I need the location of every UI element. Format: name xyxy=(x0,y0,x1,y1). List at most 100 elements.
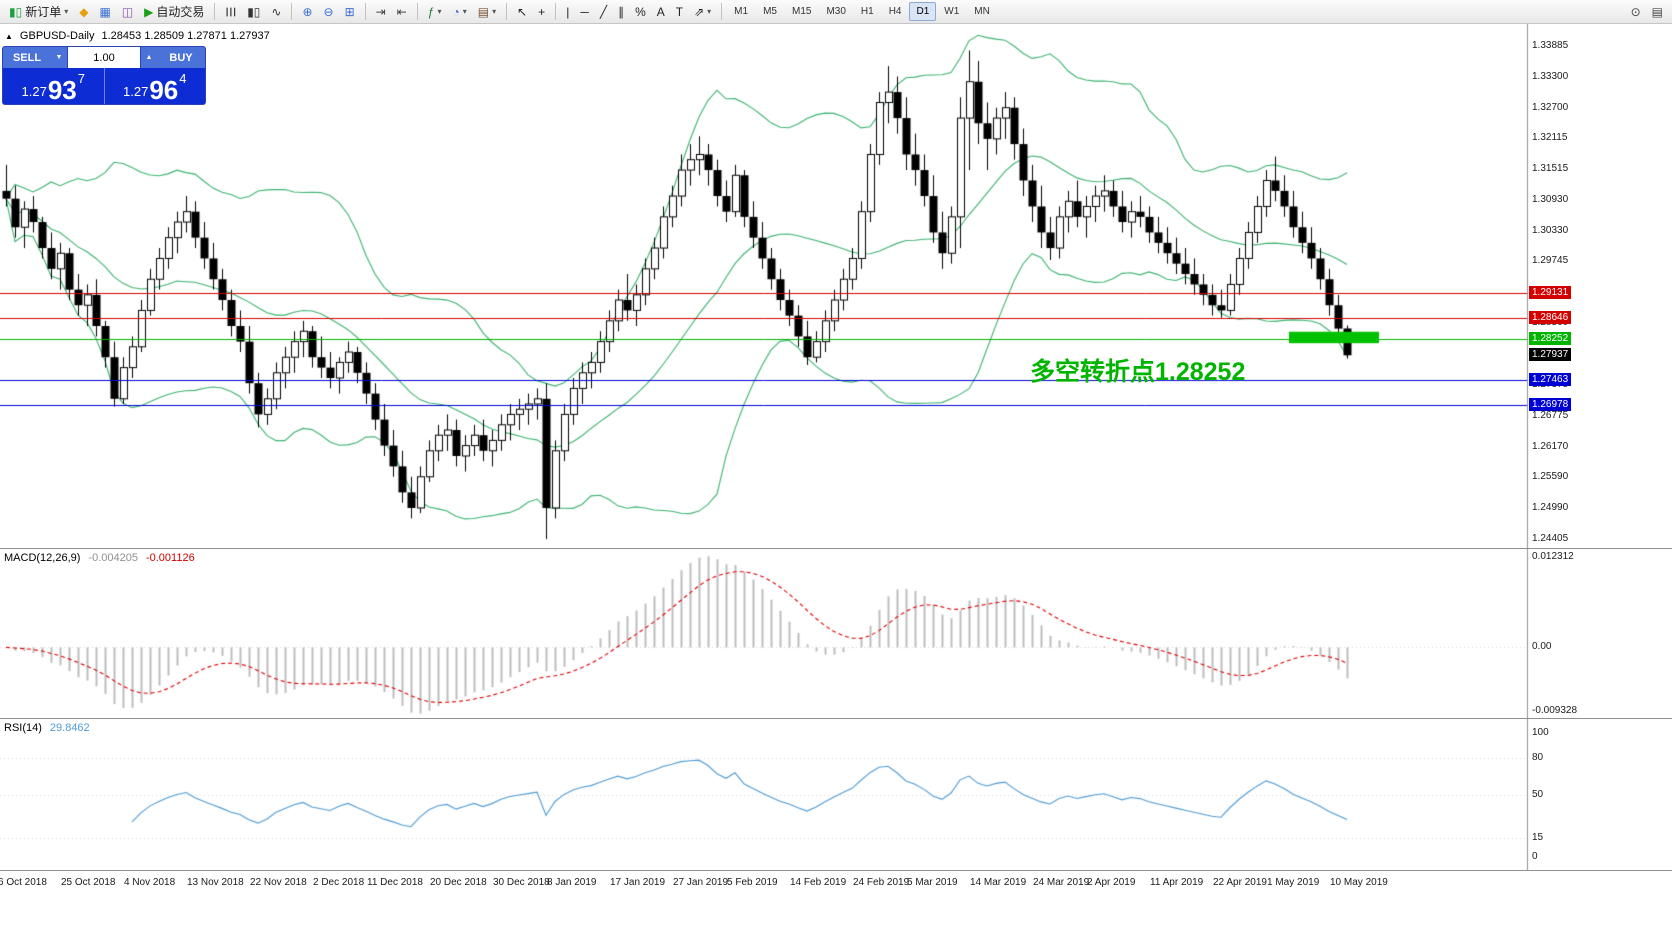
equidistant-channel-button[interactable]: ∥ xyxy=(613,2,629,22)
search-button[interactable]: ⊙ xyxy=(1626,2,1646,22)
date-axis-label: 11 Dec 2018 xyxy=(367,877,423,888)
timeframe-D1[interactable]: D1 xyxy=(909,2,937,21)
timeframe-H4[interactable]: H4 xyxy=(888,6,902,17)
caret-down-icon: ▾ xyxy=(707,7,712,16)
vertical-line-icon: | xyxy=(566,4,570,19)
date-axis-label: 2 Apr 2019 xyxy=(1087,877,1136,888)
arrows-button[interactable]: ⇗ ▾ xyxy=(689,2,716,22)
candlestick-chart-icon: ▮▯ xyxy=(247,4,261,19)
date-axis-label: 4 Nov 2018 xyxy=(124,877,176,888)
lot-increase-button[interactable]: ▲ xyxy=(141,47,157,68)
date-axis-label: 6 Oct 2018 xyxy=(0,877,47,888)
toolbar-separator xyxy=(214,3,216,20)
periods-button[interactable]: ◔ ▾ xyxy=(447,2,471,22)
toolbar-separator xyxy=(721,3,723,20)
market-watch-button[interactable]: ▦ xyxy=(94,2,115,22)
vertical-line-button[interactable]: | xyxy=(561,2,574,22)
lot-decrease-button[interactable]: ▼ xyxy=(51,47,67,68)
auto-scroll-icon: ⇥ xyxy=(375,4,386,19)
auto-scroll-button[interactable]: ⇥ xyxy=(371,2,391,22)
date-axis-label: 8 Jan 2019 xyxy=(547,877,597,888)
zoom-out-button[interactable]: ⊖ xyxy=(319,2,339,22)
date-axis-label: 17 Jan 2019 xyxy=(610,877,666,888)
text-label-button[interactable]: T xyxy=(671,2,688,22)
rsi-value: 29.8462 xyxy=(49,722,90,734)
bar-chart-icon: ☰ xyxy=(223,6,238,17)
timeframe-MN[interactable]: MN xyxy=(974,6,990,17)
date-axis-label: 1 May 2019 xyxy=(1267,877,1320,888)
date-axis-label: 22 Apr 2019 xyxy=(1213,877,1267,888)
metaeditor-button[interactable]: ◆ xyxy=(74,2,93,22)
text-icon: A xyxy=(656,4,665,19)
toolbar-separator xyxy=(506,3,508,20)
main-chart-panel: 1.33885 1.33300 1.32700 1.32115 1.31515 1.309… xyxy=(0,24,1672,548)
lot-size-input[interactable] xyxy=(67,47,141,68)
zoom-in-button[interactable]: ⊕ xyxy=(297,2,317,22)
sell-price[interactable]: 1.27 93 7 xyxy=(3,68,105,104)
tile-windows-button[interactable]: ⊞ xyxy=(340,2,360,22)
line-chart-button[interactable]: ∿ xyxy=(266,2,286,22)
macd-value-main: -0.004205 xyxy=(88,552,138,564)
indicators-button[interactable]: ƒ ▾ xyxy=(423,2,447,22)
pivot-annotation-text[interactable]: 多空转折点1.28252 xyxy=(1030,358,1246,386)
popup-prices-button[interactable]: ▤ xyxy=(1647,2,1668,22)
zoom-in-icon: ⊕ xyxy=(302,4,313,19)
timeframe-H1[interactable]: H1 xyxy=(860,6,874,17)
bottom-filler xyxy=(0,894,1672,950)
sell-price-big: 93 xyxy=(47,74,77,105)
date-axis-label: 20 Dec 2018 xyxy=(430,877,487,888)
price-chart-canvas[interactable] xyxy=(0,24,1672,548)
candlestick-chart-button[interactable]: ▮▯ xyxy=(242,2,265,22)
crosshair-button[interactable]: + xyxy=(533,2,550,22)
fibonacci-retracement-button[interactable]: % xyxy=(630,2,651,22)
price-list-icon: ▤ xyxy=(1651,4,1663,19)
date-axis-label: 25 Oct 2018 xyxy=(61,877,116,888)
rsi-label: RSI(14) 29.8462 xyxy=(4,722,90,734)
cursor-button[interactable]: ↖ xyxy=(512,2,532,22)
date-axis-label: 10 May 2019 xyxy=(1330,877,1388,888)
data-window-icon: ◫ xyxy=(121,4,134,19)
template-icon: ▤ xyxy=(477,4,490,19)
new-order-label: 新订单 xyxy=(25,5,62,19)
date-axis-label: 24 Mar 2019 xyxy=(1033,877,1090,888)
buy-price-sup: 4 xyxy=(179,71,187,86)
templates-button[interactable]: ▤ ▾ xyxy=(473,2,501,22)
rsi-canvas[interactable] xyxy=(0,719,1672,871)
data-window-button[interactable]: ◫ xyxy=(117,2,138,22)
buy-price-big: 96 xyxy=(149,74,179,105)
caret-down-icon: ▾ xyxy=(64,7,69,16)
text-button[interactable]: A xyxy=(652,2,670,22)
timeframe-M1[interactable]: M1 xyxy=(734,6,749,17)
trendline-button[interactable]: ╱ xyxy=(595,2,612,22)
timeframe-M30[interactable]: M30 xyxy=(826,6,846,17)
fibonacci-icon: % xyxy=(635,4,646,19)
buy-price[interactable]: 1.27 96 4 xyxy=(105,68,206,104)
timeframe-M15[interactable]: M15 xyxy=(791,6,812,17)
date-axis-label: 14 Feb 2019 xyxy=(790,877,847,888)
symbol-ohlc: 1.28453 1.28509 1.27871 1.27937 xyxy=(101,30,270,42)
date-axis-label: 2 Dec 2018 xyxy=(313,877,365,888)
toolbar: ▮▯ 新订单 ▾ ◆ ▦ ◫ ▶ 自动交易 ☰ ▮▯ ∿ ⊕ ⊖ ⊞ ⇥ ⇤ ƒ ▾ ◔ ▾ ▤ ▾ ↖ + | ─ ╱ ∥% A T ⇗ ▾… xyxy=(0,0,1672,24)
autotrading-button[interactable]: ▶ 自动交易 xyxy=(139,2,209,22)
buy-button[interactable]: BUY xyxy=(157,47,205,68)
collapse-triangle-icon[interactable]: ▲ xyxy=(5,31,13,41)
new-order-button[interactable]: ▮▯ 新订单 ▾ xyxy=(4,2,73,22)
date-axis: 6 Oct 2018 25 Oct 2018 4 Nov 2018 13 Nov 20… xyxy=(0,870,1672,894)
cursor-icon: ↖ xyxy=(517,4,528,19)
channel-icon: ∥ xyxy=(618,4,625,19)
symbol-title: GBPUSD-Daily xyxy=(19,30,95,42)
date-axis-label: 22 Nov 2018 xyxy=(250,877,307,888)
date-axis-label: 24 Feb 2019 xyxy=(853,877,910,888)
chart-shift-button[interactable]: ⇤ xyxy=(392,2,412,22)
macd-panel: MACD(12,26,9) -0.004205 -0.001126 0.0123… xyxy=(0,548,1672,719)
timeframe-W1[interactable]: W1 xyxy=(944,6,960,17)
bar-chart-button[interactable]: ☰ xyxy=(220,2,241,22)
macd-canvas[interactable] xyxy=(0,549,1672,719)
play-icon: ▶ xyxy=(144,4,154,19)
toolbar-separator xyxy=(416,3,418,20)
timeframe-M5[interactable]: M5 xyxy=(763,6,777,17)
horizontal-line-button[interactable]: ─ xyxy=(575,2,594,22)
sell-price-prefix: 1.27 xyxy=(21,84,47,99)
sell-button[interactable]: SELL xyxy=(3,47,51,68)
